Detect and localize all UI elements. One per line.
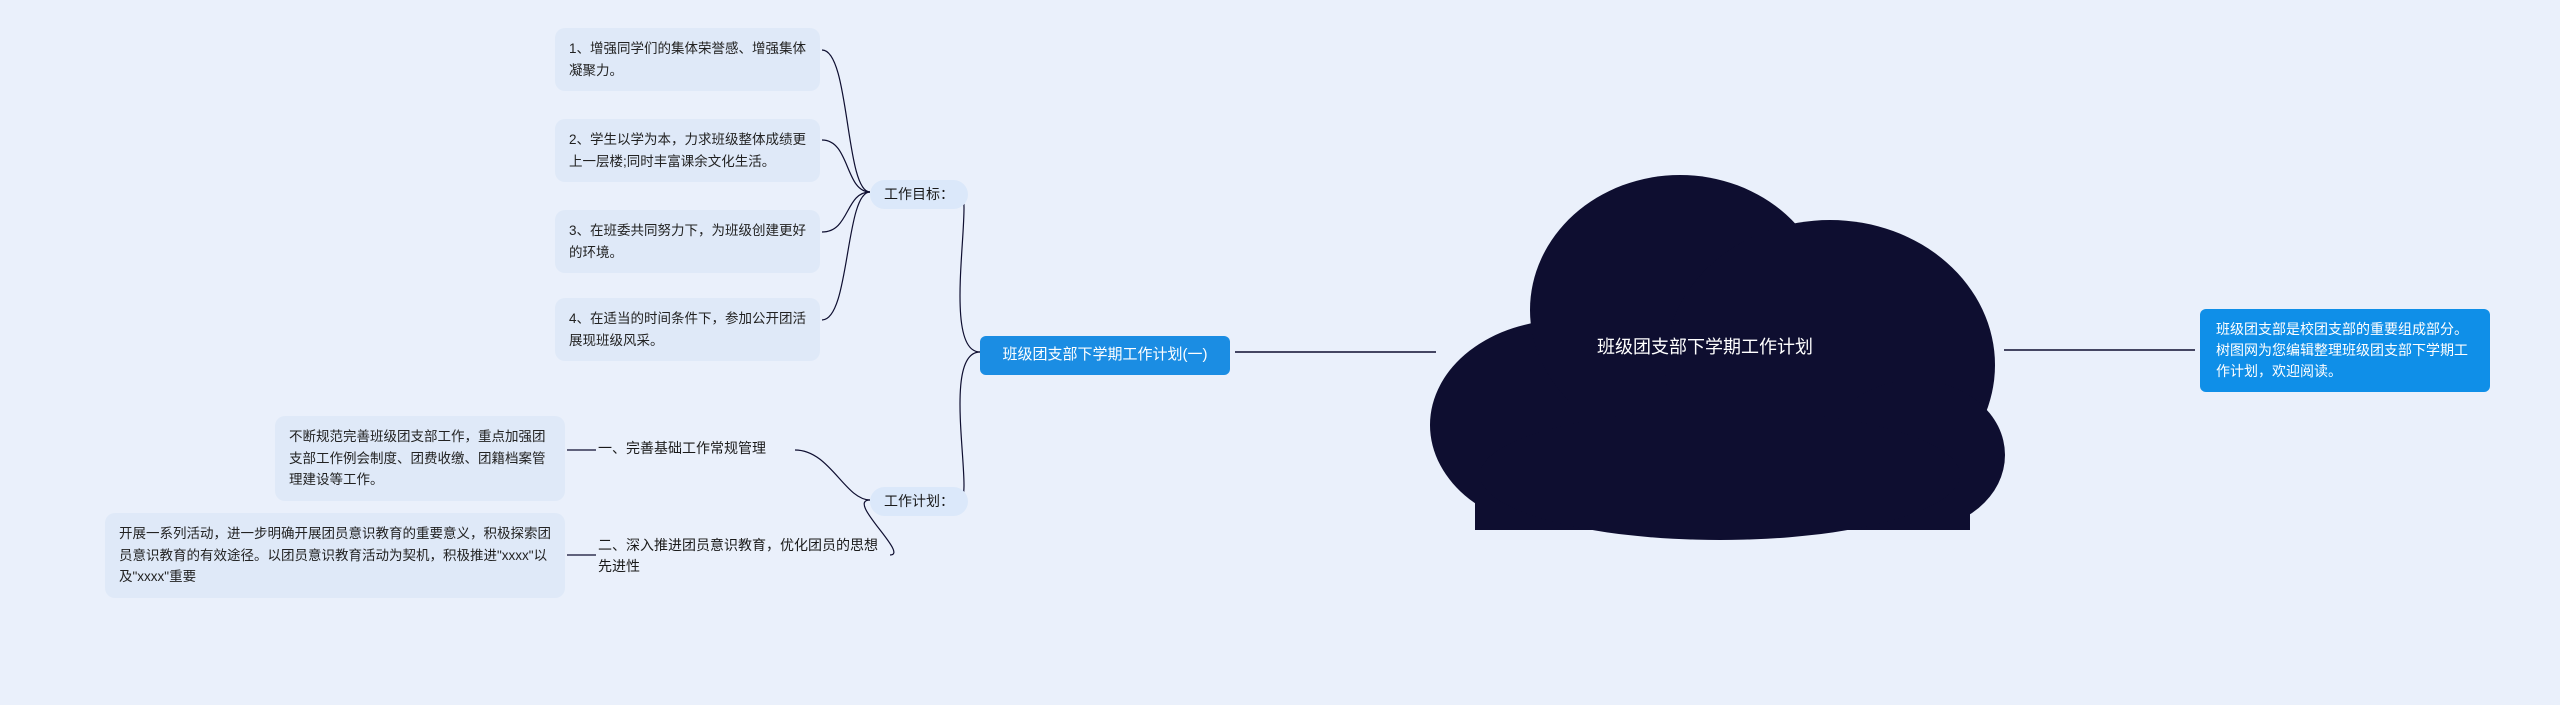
right-description-box: 班级团支部是校团支部的重要组成部分。树图网为您编辑整理班级团支部下学期工作计划，… — [2200, 309, 2490, 392]
leaf-plan-2[interactable]: 二、深入推进团员意识教育，优化团员的思想先进性 — [598, 535, 888, 577]
main-branch[interactable]: 班级团支部下学期工作计划(一) — [980, 336, 1230, 375]
leaf-goal-3: 3、在班委共同努力下，为班级创建更好的环境。 — [555, 210, 820, 273]
leaf-plan-2-detail: 开展一系列活动，进一步明确开展团员意识教育的重要意义，积极探索团员意识教育的有效… — [105, 513, 565, 598]
edge-plan-1 — [795, 450, 870, 500]
center-title: 班级团支部下学期工作计划 — [1595, 334, 1815, 361]
leaf-goal-4: 4、在适当的时间条件下，参加公开团活展现班级风采。 — [555, 298, 820, 361]
edge-main-goal — [960, 192, 980, 352]
edge-main-plan — [960, 352, 980, 500]
edge-goal-4 — [822, 192, 870, 320]
leaf-plan-1-detail: 不断规范完善班级团支部工作，重点加强团支部工作例会制度、团费收缴、团籍档案管理建… — [275, 416, 565, 501]
branch-goal[interactable]: 工作目标： — [870, 180, 968, 209]
edge-goal-3 — [822, 192, 870, 232]
leaf-goal-1: 1、增强同学们的集体荣誉感、增强集体凝聚力。 — [555, 28, 820, 91]
leaf-goal-2: 2、学生以学为本，力求班级整体成绩更上一层楼;同时丰富课余文化生活。 — [555, 119, 820, 182]
edge-goal-2 — [822, 140, 870, 192]
branch-plan[interactable]: 工作计划： — [870, 487, 968, 516]
mindmap-canvas — [0, 0, 2560, 705]
leaf-plan-1[interactable]: 一、完善基础工作常规管理 — [598, 438, 793, 459]
edge-goal-1 — [822, 50, 870, 192]
